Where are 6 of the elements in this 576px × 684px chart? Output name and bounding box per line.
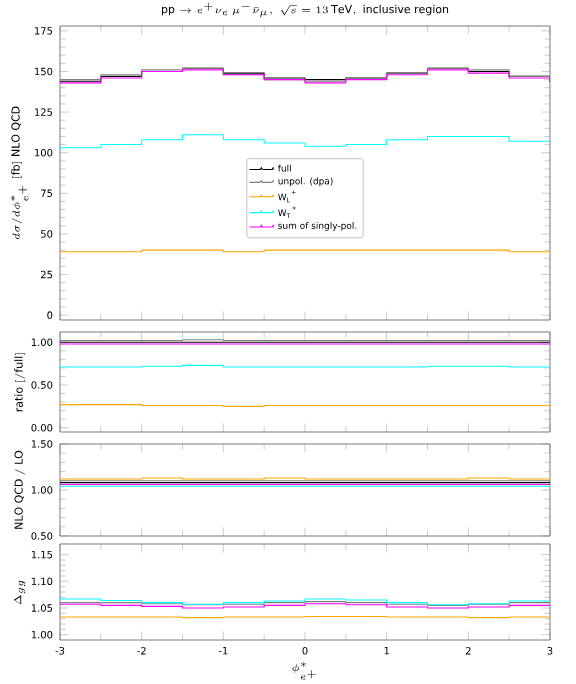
y-axis-title: $\mathrm{NLO\ QCD\ /\ LO}$ [14, 450, 26, 529]
y-axis-title: $\Delta_{gg}$ [14, 580, 26, 605]
x-axis-title: $\phi^{*}_{e^{+}}$ [292, 662, 316, 680]
chart-title: $\mathrm{pp}\to e^{+}\nu_{e}\,\mu^{-}\bar{\nu}_{\mu},\ \sqrt{s}=13\,\mathrm{TeV},\ \mathrm{inclusive\ region}$ [162, 2, 449, 18]
y-axis-title: $d\sigma/d\phi^{*}_{e^{+}}\ [\mathrm{fb}]\ \mathrm{NLO\ QCD}$ [10, 106, 29, 240]
y-axis-title: $\mathrm{ratio\ [/full]}$ [14, 353, 26, 412]
